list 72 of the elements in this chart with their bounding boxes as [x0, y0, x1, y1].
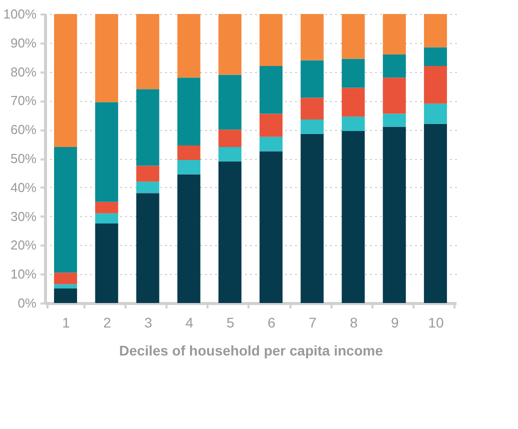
bar [136, 89, 160, 166]
bar [177, 160, 200, 174]
x-tick-label: 9 [390, 314, 399, 330]
bar [260, 114, 283, 137]
bar [54, 14, 78, 147]
bar [382, 54, 406, 78]
bar [382, 14, 406, 54]
bar [95, 224, 118, 303]
bar [136, 182, 160, 194]
bar [177, 78, 200, 146]
x-tick-label: 2 [103, 314, 112, 330]
bar [382, 78, 406, 114]
x-tick-label: 4 [185, 314, 194, 330]
bar [177, 145, 200, 160]
y-tick-label: 100% [3, 6, 37, 22]
bar [95, 102, 118, 202]
bar [54, 146, 78, 273]
bar [54, 288, 78, 303]
bar [342, 88, 365, 117]
bar [260, 14, 283, 66]
bar [300, 60, 324, 98]
bar [95, 202, 118, 214]
bar [95, 213, 118, 224]
bar [342, 58, 365, 88]
bar [136, 14, 160, 90]
x-tick-label: 10 [428, 314, 444, 330]
bar [218, 161, 242, 303]
bar [136, 193, 160, 303]
x-tick-label: 1 [62, 314, 70, 330]
bar [300, 14, 324, 60]
bar [424, 124, 447, 303]
y-tick-label: 40% [10, 180, 37, 195]
bar [260, 136, 283, 152]
x-tick-label: 6 [268, 314, 276, 330]
bar [424, 104, 447, 124]
x-tick-label: 3 [144, 314, 152, 330]
bar [300, 119, 324, 134]
bar [260, 66, 283, 114]
bar [218, 146, 242, 162]
y-tick-label: 50% [10, 151, 37, 166]
bar [424, 66, 447, 104]
x-tick-label: 8 [350, 314, 358, 330]
x-axis-title: Deciles of household per capita income [119, 342, 384, 358]
y-tick-label: 20% [10, 238, 37, 253]
bar [300, 98, 324, 120]
bar [382, 114, 406, 127]
bar [136, 166, 160, 182]
y-tick-label: 30% [10, 208, 37, 224]
bar [218, 74, 242, 130]
x-tick-label: 5 [226, 314, 235, 330]
bar [54, 272, 78, 284]
bar [382, 126, 406, 303]
bar [260, 151, 283, 303]
y-tick-label: 90% [10, 35, 37, 50]
y-tick-label: 0% [18, 296, 37, 310]
y-tick-label: 80% [10, 64, 37, 80]
y-tick-label: 60% [10, 122, 37, 138]
bar [424, 14, 447, 48]
bar [54, 284, 78, 289]
x-tick-label: 7 [308, 314, 317, 330]
bar [95, 14, 118, 102]
y-tick-label: 70% [10, 93, 37, 108]
y-tick-label: 10% [10, 266, 37, 282]
bar [424, 47, 447, 66]
bar [342, 14, 365, 59]
bar [177, 174, 200, 303]
bar [218, 14, 242, 75]
bar [342, 116, 365, 132]
bar [300, 134, 324, 303]
bar [342, 131, 365, 303]
bar [177, 14, 200, 78]
bar [218, 130, 242, 147]
